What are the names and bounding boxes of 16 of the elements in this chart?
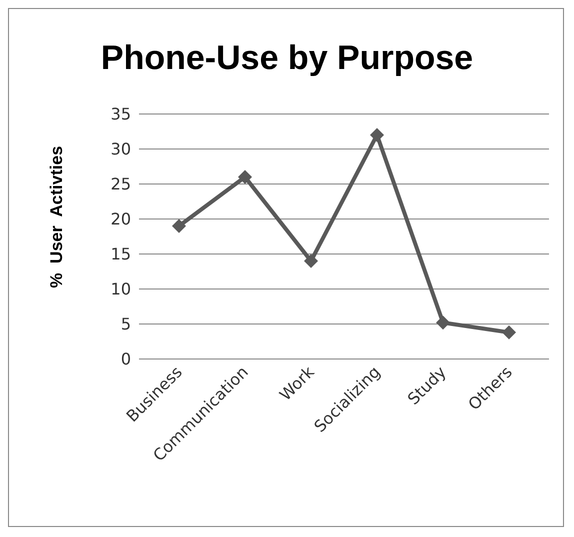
point	[436, 316, 450, 330]
y-tick-label: 15	[110, 244, 131, 264]
y-axis-title: % User Activties	[47, 146, 67, 288]
point	[172, 219, 186, 233]
y-tick-label: 5	[120, 314, 131, 334]
chart-title: Phone-Use by Purpose	[100, 39, 474, 78]
y-tick-label: 30	[110, 140, 131, 159]
point	[370, 128, 384, 142]
y-tick-label: 20	[110, 210, 131, 229]
point	[502, 325, 516, 340]
y-tick-label: 35	[110, 104, 131, 124]
point	[304, 254, 318, 268]
y-tick-label: 25	[110, 174, 131, 194]
point	[238, 170, 252, 184]
y-tick-label: 0	[120, 350, 131, 369]
y-tick-label: 10	[110, 280, 131, 299]
